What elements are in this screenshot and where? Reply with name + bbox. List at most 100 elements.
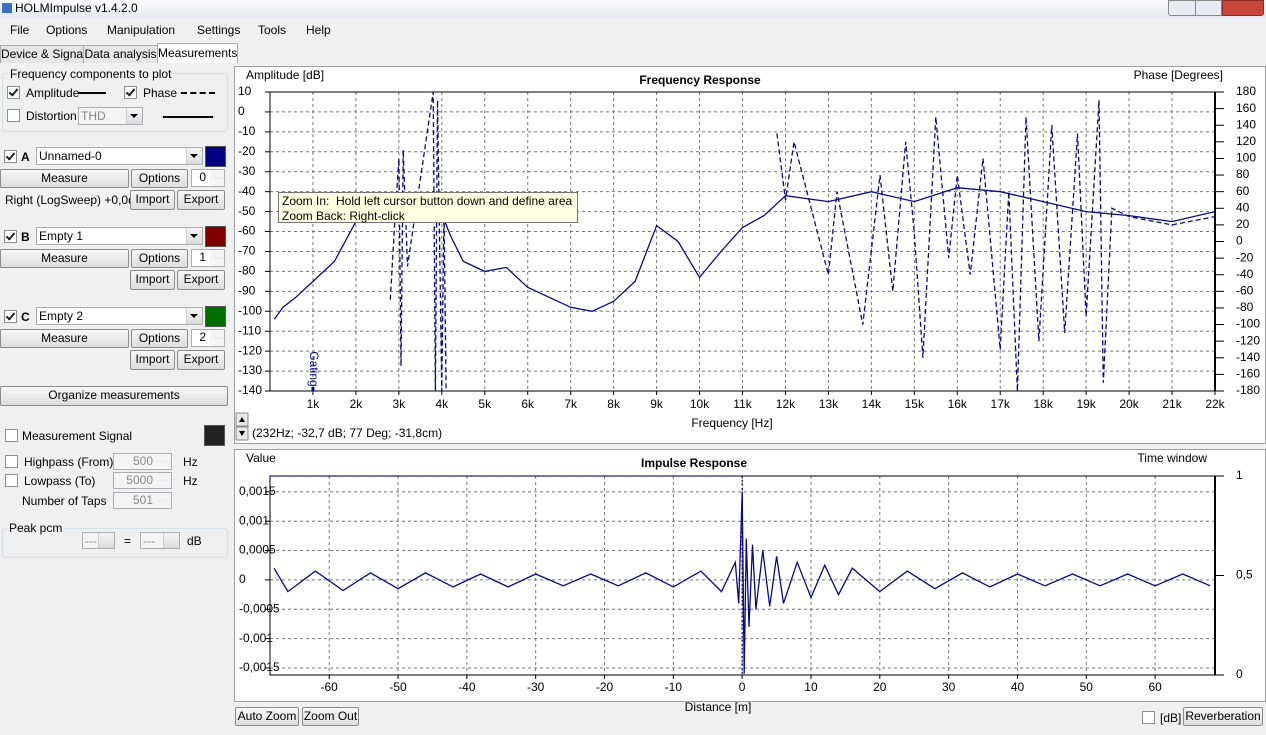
button[interactable]: Reverberation (1183, 707, 1263, 726)
solid-line-sample (163, 116, 213, 118)
button[interactable]: Zoom Out (302, 707, 359, 726)
x-tick-label: 19k (1076, 397, 1096, 411)
spin-box[interactable]: 0 (191, 169, 225, 187)
chart-panel (234, 66, 1266, 444)
label: Number of Taps (22, 494, 107, 508)
y-tick-label: -110 (238, 323, 261, 337)
menu-item[interactable]: Tools (258, 23, 287, 37)
close-button[interactable] (1222, 0, 1264, 16)
x-tick-label: 30 (942, 680, 956, 694)
x-tick-label: 21k (1162, 397, 1182, 411)
button[interactable]: Import (130, 190, 175, 210)
checkbox-label: Distortion (26, 109, 77, 123)
checkbox[interactable] (4, 230, 17, 243)
button[interactable]: Measure (0, 169, 129, 188)
y-tick-label: -60 (238, 224, 256, 238)
spin-box[interactable]: 500 (113, 453, 172, 470)
x-tick-label: 18k (1034, 397, 1054, 411)
minimize-button[interactable] (1168, 0, 1196, 16)
series-line (273, 491, 1211, 674)
x-tick-label: 11k (733, 397, 752, 411)
y2-tick-label: 160 (1236, 101, 1256, 115)
checkbox[interactable] (7, 109, 20, 122)
y2-tick-label: -20 (1236, 250, 1254, 264)
solid-line-sample (78, 92, 106, 94)
dropdown[interactable]: Unnamed-0 (36, 147, 203, 165)
button[interactable]: Options (131, 329, 188, 348)
checkbox-label: Highpass (From) (24, 455, 114, 469)
x-tick-label: 20 (873, 680, 887, 694)
x-tick-label: 20k (1119, 397, 1139, 411)
button[interactable]: Measure (0, 249, 129, 268)
checkbox[interactable] (5, 474, 18, 487)
tooltip-line: Zoom In: Hold left cursor button down an… (282, 194, 573, 208)
y2-tick-label: 80 (1236, 167, 1250, 181)
checkbox[interactable] (4, 150, 17, 163)
spin-box[interactable]: 5000 (113, 472, 172, 489)
color-swatch[interactable] (204, 425, 225, 446)
x-tick-label: 15k (905, 397, 925, 411)
x-tick-label: 1k (307, 397, 321, 411)
dropdown[interactable]: Empty 2 (36, 307, 203, 325)
dropdown[interactable]: THD (78, 107, 143, 125)
maximize-button[interactable] (1195, 0, 1222, 16)
x-tick-label: 9k (650, 397, 664, 411)
y-tick-label: 0,0015 (239, 484, 276, 498)
button[interactable]: Export (177, 350, 225, 370)
checkbox[interactable] (124, 86, 137, 99)
arrow-icon (239, 417, 245, 422)
checkbox-label: [dB] (1160, 711, 1182, 725)
color-swatch[interactable] (205, 146, 226, 167)
button[interactable]: Organize measurements (0, 386, 228, 406)
menu-item[interactable]: Options (46, 23, 88, 37)
spin-box[interactable]: 501 (113, 492, 172, 509)
button[interactable]: Export (177, 190, 225, 210)
unit: Hz (183, 474, 198, 488)
button[interactable]: Options (131, 169, 188, 188)
x-tick-label: -20 (596, 680, 614, 694)
y-tick-label: -70 (238, 244, 256, 258)
checkbox[interactable] (5, 429, 18, 442)
y2-tick-label: -140 (1236, 350, 1260, 364)
tab[interactable]: Measurements (157, 43, 238, 63)
x-tick-label: -30 (527, 680, 545, 694)
x-tick-label: 7k (564, 397, 578, 411)
checkbox[interactable] (7, 86, 20, 99)
spin-box[interactable]: 1 (191, 249, 225, 267)
button[interactable]: Export (177, 270, 225, 290)
y-axis-title: Amplitude [dB] (246, 68, 324, 82)
y-tick-label: -0,001 (239, 631, 273, 645)
x-tick-label: 10 (804, 680, 818, 694)
x-tick-label: 4k (435, 397, 449, 411)
button[interactable]: Import (130, 270, 175, 290)
y-axis-title: Value (246, 451, 276, 465)
color-swatch[interactable] (205, 226, 226, 247)
y2-tick-label: -120 (1236, 333, 1260, 347)
button[interactable]: Options (131, 249, 188, 268)
tab[interactable]: Data analysis (83, 45, 158, 63)
dropdown[interactable]: Empty 1 (36, 227, 203, 245)
button[interactable]: Measure (0, 329, 129, 348)
menu-item[interactable]: File (10, 23, 30, 37)
spin-box[interactable]: 2 (191, 329, 225, 347)
menu-item[interactable]: Manipulation (107, 23, 176, 37)
menu-item[interactable]: Settings (197, 23, 241, 37)
x-tick-label: 22k (1205, 397, 1225, 411)
button[interactable]: Auto Zoom (235, 707, 299, 726)
y2-tick-label: 40 (1236, 200, 1250, 214)
unit: dB (187, 534, 202, 548)
app-icon (2, 3, 12, 13)
menu-item[interactable]: Help (306, 23, 331, 37)
checkbox[interactable] (5, 455, 18, 468)
chart-panel (234, 449, 1266, 702)
x-tick-label: 17k (991, 397, 1011, 411)
color-swatch[interactable] (205, 306, 226, 327)
x-tick-label: 2k (350, 397, 364, 411)
tab[interactable]: Device & Signal (0, 45, 86, 63)
button[interactable]: Import (130, 350, 175, 370)
checkbox[interactable] (4, 310, 17, 323)
plot-traces (270, 476, 1211, 675)
checkbox[interactable] (1142, 711, 1155, 724)
y-tick-label: -30 (238, 164, 256, 178)
